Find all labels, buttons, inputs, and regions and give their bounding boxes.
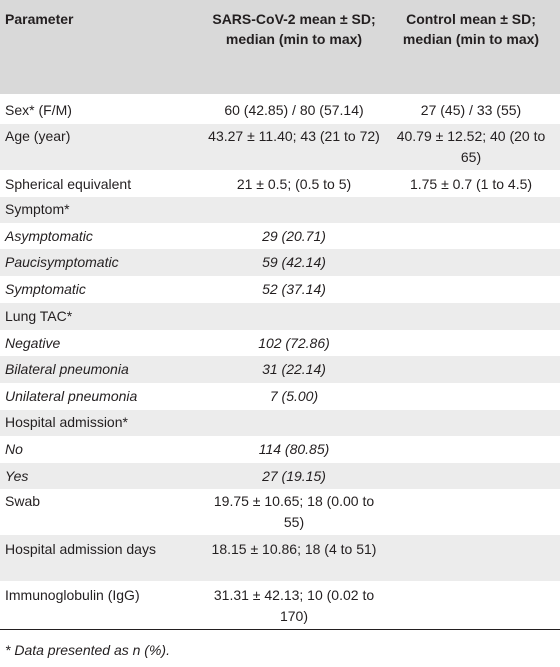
cell-parameter: Bilateral pneumonia — [5, 361, 129, 377]
table-footnote: * Data presented as n (%). — [5, 642, 170, 658]
cell-parameter: Swab — [5, 493, 41, 509]
table-row: Sex* (F/M) 60 (42.85) / 80 (57.14) 27 (4… — [0, 94, 560, 124]
table-row: Bilateral pneumonia 31 (22.14) — [0, 356, 560, 383]
table-row: No 114 (80.85) — [0, 436, 560, 463]
cell-parameter: No — [5, 441, 23, 457]
cell-sars: 18.15 ± 10.86; 18 (4 to 51) — [211, 541, 377, 557]
table-row: Swab 19.75 ± 10.65; 18 (0.00 to 55) — [0, 489, 560, 535]
table-row: Hospital admission* — [0, 410, 560, 436]
cell-parameter: Sex* (F/M) — [5, 102, 72, 118]
cell-parameter: Yes — [5, 468, 29, 484]
table-row: Spherical equivalent 21 ± 0.5; (0.5 to 5… — [0, 170, 560, 197]
cell-control: 40.79 ± 12.52; 40 (20 to 65) — [396, 128, 546, 165]
cell-sars: 52 (37.14) — [262, 281, 326, 297]
cell-parameter: Age (year) — [5, 128, 71, 144]
cell-sars: 59 (42.14) — [262, 254, 326, 270]
table-row: Asymptomatic 29 (20.71) — [0, 223, 560, 249]
cell-sars: 7 (5.00) — [269, 388, 319, 404]
cell-sars: 27 (19.15) — [262, 468, 326, 484]
table-row: Paucisymptomatic 59 (42.14) — [0, 249, 560, 276]
cell-parameter: Lung TAC* — [5, 308, 73, 324]
cell-parameter: Unilateral pneumonia — [5, 388, 138, 404]
cell-sars: 43.27 ± 11.40; 43 (21 to 72) — [208, 128, 380, 144]
cell-sars: 102 (72.86) — [258, 335, 330, 351]
cell-parameter: Paucisymptomatic — [5, 254, 119, 270]
cell-control: 27 (45) / 33 (55) — [420, 102, 522, 118]
cell-sars: 19.75 ± 10.65; 18 (0.00 to 55) — [213, 493, 375, 530]
cell-parameter: Spherical equivalent — [5, 176, 132, 192]
table-row: Symptomatic 52 (37.14) — [0, 276, 560, 303]
table-row: Immunoglobulin (IgG) 31.31 ± 42.13; 10 (… — [0, 581, 560, 628]
cell-parameter: Asymptomatic — [5, 228, 93, 244]
table-row: Negative 102 (72.86) — [0, 330, 560, 356]
cell-sars: 114 (80.85) — [258, 441, 330, 457]
cell-control: 1.75 ± 0.7 (1 to 4.5) — [409, 176, 533, 192]
cell-parameter: Symptomatic — [5, 281, 86, 297]
cell-parameter: Hospital admission days — [5, 541, 156, 557]
table-row: Yes 27 (19.15) — [0, 463, 560, 489]
cell-sars: 60 (42.85) / 80 (57.14) — [224, 102, 364, 118]
table-row: Hospital admission days 18.15 ± 10.86; 1… — [0, 535, 560, 581]
table-row: Lung TAC* — [0, 303, 560, 330]
table-row: Symptom* — [0, 197, 560, 223]
cell-parameter: Negative — [5, 335, 61, 351]
cell-sars: 31.31 ± 42.13; 10 (0.02 to 170) — [213, 587, 375, 624]
header-parameter: Parameter — [5, 11, 74, 27]
cell-parameter: Symptom* — [5, 201, 70, 217]
table-header: Parameter SARS-CoV-2 mean ± SD; median (… — [0, 0, 560, 94]
cell-parameter: Hospital admission* — [5, 414, 128, 430]
cell-sars: 21 ± 0.5; (0.5 to 5) — [236, 176, 352, 192]
cell-sars: 29 (20.71) — [262, 228, 326, 244]
table-row: Unilateral pneumonia 7 (5.00) — [0, 383, 560, 410]
table-bottom-rule — [0, 629, 560, 630]
header-control: Control mean ± SD; median (min to max) — [402, 11, 540, 47]
header-sars-cov-2: SARS-CoV-2 mean ± SD; median (min to max… — [212, 11, 376, 47]
table-row: Age (year) 43.27 ± 11.40; 43 (21 to 72) … — [0, 124, 560, 170]
cell-parameter: Immunoglobulin (IgG) — [5, 587, 140, 603]
cell-sars: 31 (22.14) — [262, 361, 326, 377]
